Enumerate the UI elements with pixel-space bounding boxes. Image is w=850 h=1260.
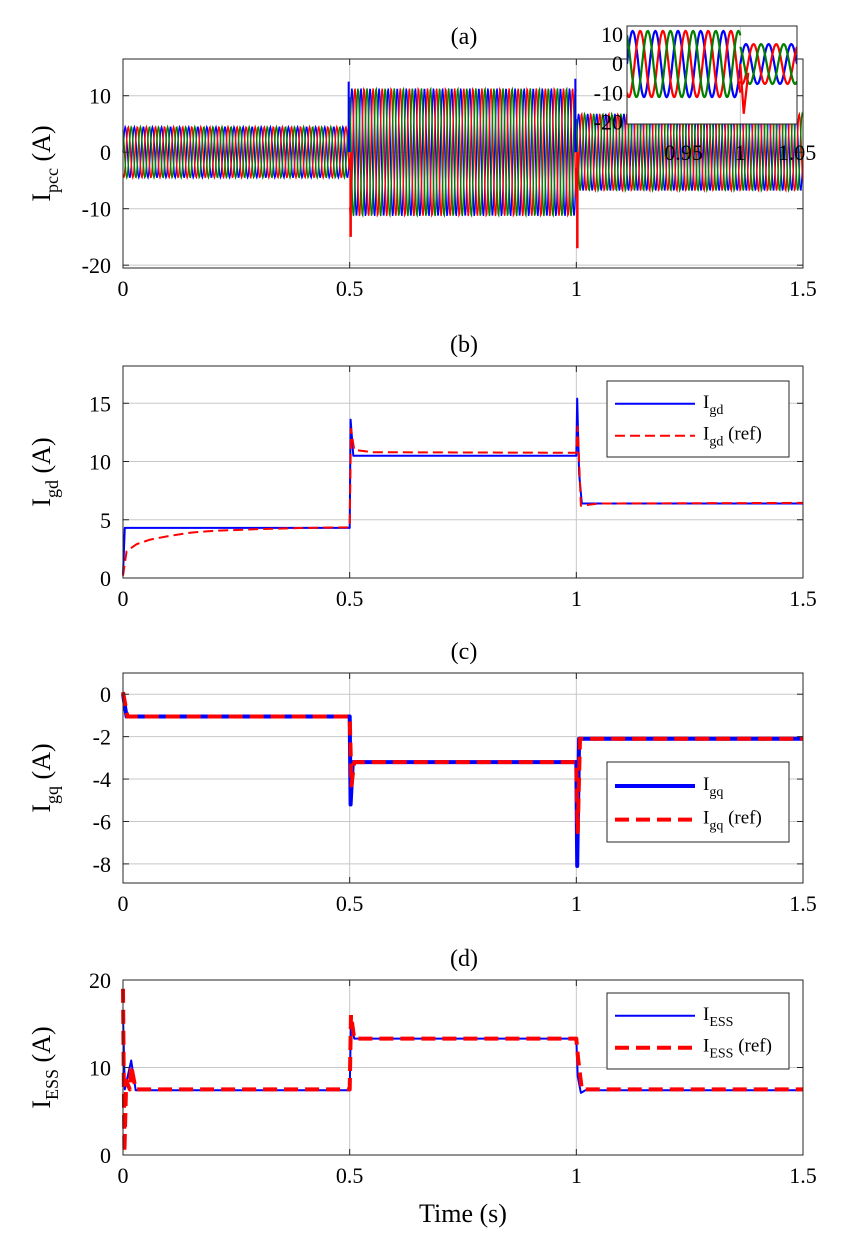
x-axis-label: Time (s) — [419, 1199, 507, 1228]
y-tick-label: 0 — [100, 566, 111, 591]
inset-waves — [627, 29, 797, 114]
y-tick-label: 0 — [100, 1143, 111, 1168]
y-tick-label: 0 — [100, 140, 111, 165]
x-tick-label: 0 — [118, 1163, 129, 1188]
chart-title: (b) — [450, 332, 478, 358]
inset-transient — [739, 63, 750, 114]
y-tick-label: -2 — [93, 725, 111, 750]
x-tick-label: 1.5 — [789, 276, 817, 301]
y-tick-label: -8 — [93, 852, 111, 877]
inset-phase-line-2 — [627, 29, 797, 99]
legend-box — [606, 380, 790, 458]
legend-label: IESS — [703, 1004, 733, 1030]
legend-box — [606, 992, 790, 1070]
inset-y-tick-label: 10 — [601, 22, 623, 47]
y-tick-label: 10 — [89, 1056, 111, 1081]
legend: IESS IESS (ref) — [606, 992, 790, 1070]
x-tick-label: 0 — [118, 276, 129, 301]
axes-frame — [122, 58, 804, 269]
x-tick-label: 0.5 — [336, 586, 364, 611]
x-tick-label: 0 — [118, 891, 129, 916]
panel-a: 0 0.5 1 1.5 -20 -10 0 10 (a) Ipcc (A) -20 -10 0 10 0.9… — [27, 22, 817, 301]
y-axis-label: Igq (A) — [27, 743, 62, 812]
y-tick-label: 5 — [100, 508, 111, 533]
inset-y-tick-label: -20 — [594, 110, 623, 135]
legend-label: Igq — [703, 774, 723, 800]
x-tick-label: 1 — [571, 276, 582, 301]
inset-y-tick-label: 0 — [612, 51, 623, 76]
legend-label: Igd — [703, 392, 723, 418]
y-tick-label: 15 — [89, 391, 111, 416]
legend-box — [606, 761, 790, 843]
inset-x-tick-label: 0.95 — [664, 140, 703, 165]
panel-b: 0 0.5 1 1.5 0 5 10 15 (b) Igd (A) Igd Igd (ref) — [27, 332, 817, 611]
x-tick-label: 1.5 — [789, 1163, 817, 1188]
x-tick-label: 0.5 — [336, 276, 364, 301]
y-tick-label: 10 — [89, 450, 111, 475]
phase-line-0 — [122, 88, 804, 217]
x-tick-label: 1.5 — [789, 891, 817, 916]
series-line-d-1 — [121, 988, 803, 1155]
chart-title: (a) — [451, 24, 478, 50]
x-tick-label: 1 — [571, 1163, 582, 1188]
panel-c: 0 0.5 1 1.5 -8 -6 -4 -2 0 (c) Igq (A) Igq Igq (ref) — [27, 639, 817, 916]
y-tick-label: -10 — [82, 197, 111, 222]
chart-title: (c) — [451, 639, 478, 665]
x-tick-label: 1.5 — [789, 586, 817, 611]
legend-label: IESS (ref) — [703, 1036, 772, 1062]
y-axis-label: Igd (A) — [27, 437, 62, 506]
axes-frame — [122, 672, 804, 884]
series-line-c-1 — [121, 691, 803, 835]
y-tick-label: 20 — [89, 968, 111, 993]
x-tick-label: 0.5 — [336, 891, 364, 916]
legend-label: Igd (ref) — [703, 424, 762, 450]
legend: Igd Igd (ref) — [606, 380, 790, 458]
axes-frame — [122, 365, 804, 579]
y-axis-label: IESS (A) — [27, 1026, 62, 1108]
x-tick-label: 0.5 — [336, 1163, 364, 1188]
inset-x-tick-label: 1 — [735, 140, 746, 165]
y-tick-label: 0 — [100, 682, 111, 707]
inset-frame — [626, 25, 798, 125]
x-tick-label: 1 — [571, 891, 582, 916]
y-tick-label: -20 — [82, 253, 111, 278]
x-tick-label: 0 — [118, 586, 129, 611]
inset-y-tick-label: -10 — [594, 80, 623, 105]
legend-label: Igq (ref) — [703, 808, 762, 834]
y-tick-label: -4 — [93, 767, 111, 792]
chart-title: (d) — [450, 946, 478, 972]
x-tick-label: 1 — [571, 586, 582, 611]
y-tick-label: -6 — [93, 809, 111, 834]
inset-x-tick-label: 1.05 — [778, 140, 817, 165]
y-tick-label: 10 — [89, 84, 111, 109]
inset: -20 -10 0 10 0.95 1 1.05 — [594, 22, 817, 165]
legend: Igq Igq (ref) — [606, 761, 790, 843]
series-line-b-1 — [122, 425, 804, 576]
y-axis-label: Ipcc (A) — [27, 125, 62, 201]
